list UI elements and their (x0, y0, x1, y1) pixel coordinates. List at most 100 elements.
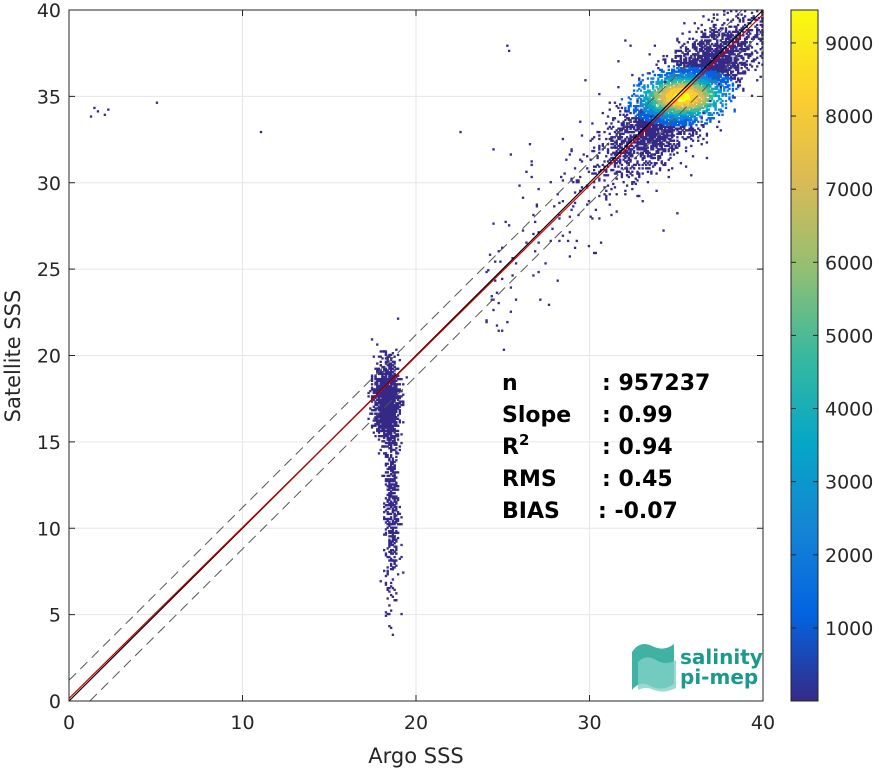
density-cell (671, 148, 674, 151)
density-cell (658, 122, 662, 125)
density-cell (691, 60, 695, 63)
density-cell (615, 193, 618, 196)
density-cell (684, 137, 688, 141)
density-cell (705, 53, 709, 56)
density-cell (645, 118, 648, 122)
density-cell (389, 441, 393, 445)
density-cell (389, 438, 393, 441)
density-cell (376, 388, 379, 391)
density-cell (700, 124, 703, 127)
density-cell (379, 355, 382, 358)
density-cell (714, 79, 717, 82)
density-cell (631, 148, 634, 151)
density-cell (693, 120, 696, 123)
density-cell (388, 524, 391, 528)
density-cell (707, 54, 710, 58)
density-cell (377, 384, 381, 388)
density-cell (677, 111, 681, 115)
density-cell (618, 110, 622, 113)
density-cell (677, 124, 681, 127)
density-cell (745, 60, 748, 63)
density-cell (383, 398, 386, 402)
density-cell (658, 144, 662, 148)
density-cell (710, 56, 714, 59)
density-cell (643, 144, 646, 148)
density-cell (728, 49, 731, 53)
density-cell (605, 189, 608, 192)
density-cell (740, 77, 743, 80)
density-cell (391, 364, 395, 367)
density-cell (676, 132, 679, 135)
density-cell (384, 464, 388, 467)
density-cell (646, 101, 650, 104)
density-cell (719, 49, 722, 53)
density-cell (700, 72, 703, 75)
density-cell (395, 488, 398, 491)
density-cell (743, 53, 747, 56)
density-cell (613, 153, 617, 156)
density-cell (756, 30, 759, 34)
density-cell (679, 127, 683, 130)
density-cell (645, 130, 648, 134)
density-cell (669, 89, 672, 92)
density-cell (563, 172, 566, 175)
density-cell (658, 156, 662, 160)
density-cell (665, 129, 669, 132)
density-cell (384, 390, 388, 393)
density-cell (398, 448, 401, 452)
density-cell (743, 48, 747, 51)
density-cell (389, 512, 393, 516)
density-cell (625, 155, 629, 158)
density-cell (641, 110, 644, 113)
density-cell (379, 383, 382, 386)
density-cell (618, 143, 622, 146)
density-cell (657, 148, 660, 151)
density-cell (686, 103, 689, 106)
density-cell (665, 89, 669, 92)
density-cell (376, 417, 379, 421)
density-cell (724, 75, 728, 78)
density-cell (653, 144, 657, 148)
density-cell (693, 41, 696, 44)
density-cell (634, 120, 637, 123)
density-cell (669, 98, 672, 101)
density-cell (388, 400, 391, 403)
density-cell (655, 141, 658, 144)
density-cell (676, 110, 679, 113)
density-cell (648, 130, 651, 134)
density-cell (683, 63, 686, 66)
density-cell (683, 132, 686, 135)
density-cell (395, 407, 398, 410)
density-cell (683, 22, 686, 25)
density-cell (724, 103, 728, 106)
density-cell (613, 144, 617, 148)
density-cell (389, 436, 393, 440)
density-cell (669, 84, 672, 87)
density-cell (679, 46, 683, 49)
density-cell (391, 428, 395, 431)
density-cell (532, 274, 535, 277)
density-cell (386, 571, 389, 574)
density-cell (717, 29, 721, 32)
density-cell (730, 49, 733, 53)
density-cell (376, 415, 379, 419)
density-cell (383, 369, 386, 372)
density-cell (665, 73, 669, 77)
density-cell (627, 156, 631, 160)
density-cell (605, 196, 608, 199)
density-cell (376, 367, 379, 370)
density-cell (389, 493, 393, 497)
density-cell (695, 99, 698, 103)
density-cell (648, 139, 651, 142)
density-cell (728, 73, 731, 77)
density-cell (676, 118, 679, 122)
density-cell (740, 67, 743, 70)
density-cell (386, 410, 389, 414)
density-cell (389, 504, 393, 507)
density-cell (384, 483, 388, 486)
density-cell (651, 137, 655, 141)
density-cell (643, 103, 646, 106)
density-cell (384, 479, 388, 483)
density-cell (702, 79, 705, 82)
density-cell (730, 48, 733, 51)
